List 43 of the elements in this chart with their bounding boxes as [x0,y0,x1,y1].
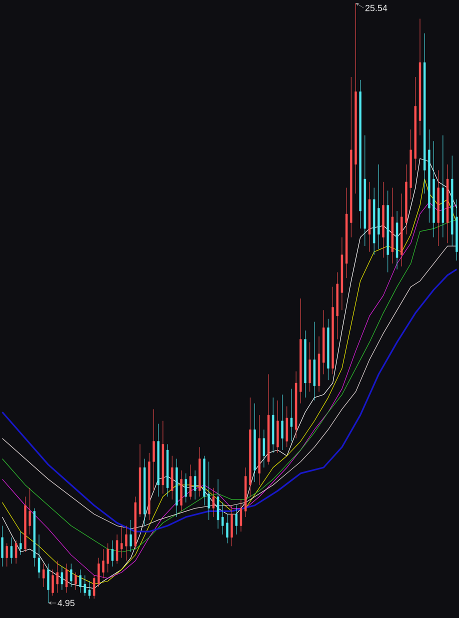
candlestick [308,342,311,392]
candlestick [208,461,210,520]
candlestick [42,563,45,588]
candlestick [290,388,293,442]
candlestick [216,478,220,529]
candlestick [226,514,228,544]
candlestick [116,534,118,564]
candlestick [28,488,31,535]
candlestick [6,543,8,567]
candlestick [52,569,54,596]
candlestick [222,502,224,535]
candlestick [262,429,266,468]
candlestick [60,566,64,590]
candlestick [111,540,114,567]
candlestick [125,526,128,561]
candlestick [152,408,155,492]
candlestick [70,563,72,588]
candlestick [1,526,4,567]
candlestick [212,488,215,518]
candlestick [74,572,77,590]
candlestick [235,505,238,535]
candlestick [184,473,188,503]
annotation: 4.95 [58,600,75,606]
candlestick [65,563,68,594]
candlestick [102,548,104,578]
candlestick [106,543,109,573]
candlestick [281,394,284,450]
candlestick [194,470,196,500]
candlestick [14,540,18,564]
candlestick [92,575,96,599]
candlestick [130,520,132,552]
candlestick [171,456,174,500]
candlestick [47,563,50,604]
candlestick [120,526,123,558]
candlestick [56,560,58,594]
candlestick [230,505,233,546]
candlestick [79,569,82,594]
candlestick [10,537,13,564]
candlestick [98,558,100,588]
candlestick [20,531,22,556]
annotation: 25.54 [365,4,388,12]
candlestick [189,464,192,500]
candlestick [286,406,288,448]
